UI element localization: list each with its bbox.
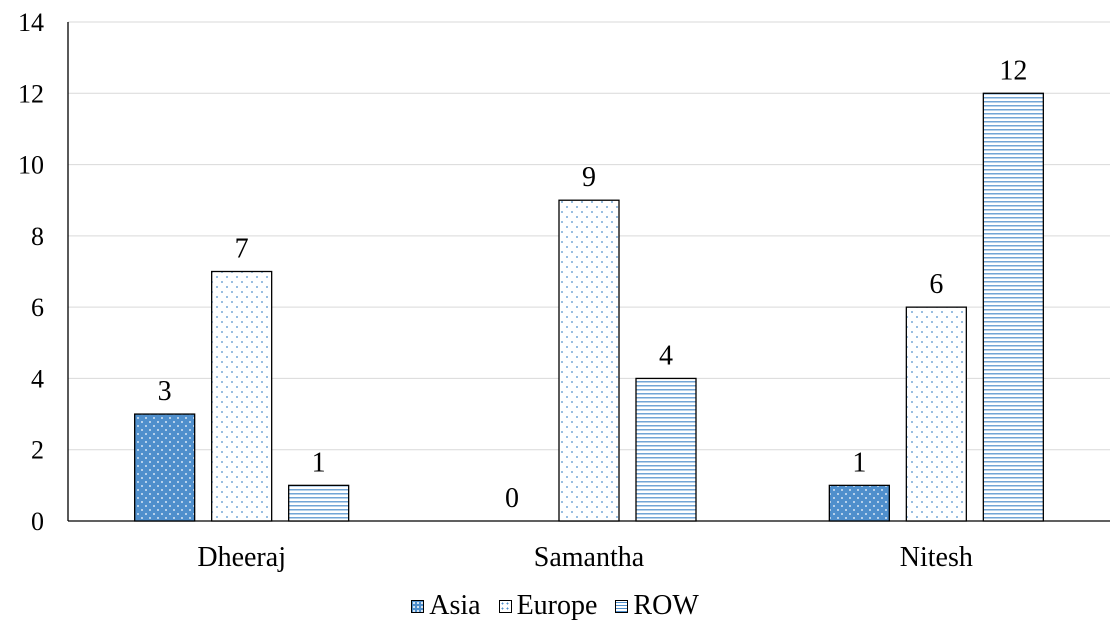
- bar-europe-dheeraj: [211, 270, 273, 522]
- legend-label-asia: Asia: [429, 590, 481, 621]
- legend-swatch-asia: [411, 599, 425, 613]
- data-label-row-samantha: 4: [659, 340, 673, 371]
- bar-europe-samantha: [558, 199, 620, 522]
- legend-label-row: ROW: [633, 590, 699, 621]
- data-label-asia-nitesh: 1: [852, 447, 866, 478]
- bars: [134, 92, 1044, 522]
- y-tick-label: 0: [31, 507, 44, 536]
- data-label-europe-samantha: 9: [582, 162, 596, 193]
- bar-row-samantha: [635, 377, 697, 522]
- bar-asia-nitesh: [828, 484, 890, 522]
- data-labels: 3 7 1 0 9 4 1 6 12: [158, 55, 1028, 514]
- y-axis-ticks: 0 2 4 6 8 10 12 14: [18, 8, 44, 536]
- y-tick-label: 2: [31, 436, 44, 465]
- x-category-label: Nitesh: [900, 542, 973, 573]
- bar-europe-nitesh: [905, 306, 967, 522]
- legend-label-europe: Europe: [516, 590, 598, 621]
- legend-swatch-europe: [498, 599, 512, 613]
- legend-item-asia: Asia: [411, 590, 481, 622]
- legend-item-row: ROW: [615, 590, 699, 622]
- x-category-label: Dheeraj: [197, 542, 286, 573]
- data-label-asia-samantha: 0: [505, 483, 519, 514]
- y-tick-label: 10: [18, 151, 44, 180]
- y-tick-label: 6: [31, 293, 44, 322]
- data-label-row-dheeraj: 1: [312, 447, 326, 478]
- bar-row-dheeraj: [288, 484, 350, 522]
- data-label-europe-dheeraj: 7: [235, 234, 249, 265]
- bar-asia-dheeraj: [134, 413, 196, 522]
- legend: Asia Europe ROW: [0, 590, 1110, 622]
- y-tick-label: 12: [18, 79, 44, 108]
- legend-item-europe: Europe: [498, 590, 598, 622]
- y-tick-label: 14: [18, 8, 44, 37]
- x-category-label: Samantha: [534, 542, 645, 573]
- data-label-europe-nitesh: 6: [929, 269, 943, 300]
- x-axis-categories: Dheeraj Samantha Nitesh: [197, 542, 973, 573]
- y-tick-label: 8: [31, 222, 44, 251]
- y-tick-label: 4: [31, 364, 44, 393]
- data-label-asia-dheeraj: 3: [158, 376, 172, 407]
- legend-swatch-row: [615, 599, 629, 613]
- bar-row-nitesh: [982, 92, 1044, 522]
- data-label-row-nitesh: 12: [999, 55, 1027, 86]
